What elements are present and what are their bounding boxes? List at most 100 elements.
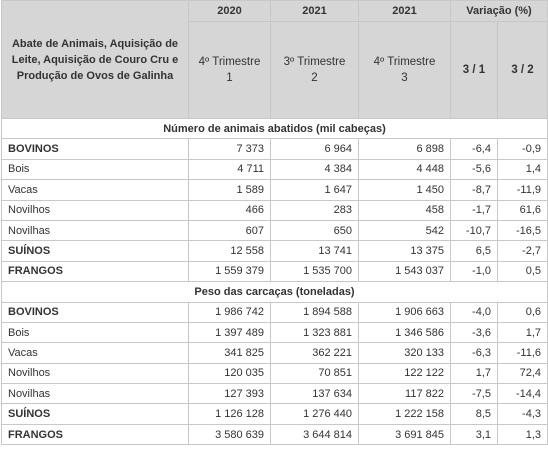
period-line: 3 — [401, 72, 408, 84]
data-row: BOVINOS 7 373 6 964 6 898 -6,4 -0,9 — [1, 138, 548, 160]
cell-value: -3,6 — [450, 321, 498, 344]
cell-value: 0,6 — [496, 301, 548, 323]
cell-value: 1 346 586 — [358, 321, 451, 344]
cell-value: 341 825 — [188, 342, 271, 364]
row-label: Novilhas — [1, 219, 189, 242]
cell-value: 4 711 — [188, 158, 271, 181]
data-row: Novilhos 120 035 70 851 122 122 1,7 72,4 — [1, 362, 548, 385]
cell-value: 607 — [188, 219, 271, 242]
cell-value: 70 851 — [270, 362, 359, 385]
cell-value: 1 906 663 — [358, 301, 451, 323]
section-title: Peso das carcaças (toneladas) — [0, 281, 548, 303]
row-label: Vacas — [1, 342, 189, 364]
cell-value: 1 535 700 — [270, 260, 359, 283]
year: 2021 — [270, 0, 359, 22]
cell-value: 4 384 — [270, 158, 359, 181]
cell-value: 3 580 639 — [188, 423, 271, 446]
cell-value: 466 — [188, 199, 271, 221]
cell-value: 13 741 — [270, 240, 359, 262]
cell-value: -2,7 — [496, 240, 548, 262]
cell-value: 1 276 440 — [270, 403, 359, 425]
row-label: FRANGOS — [1, 423, 189, 446]
cell-value: 650 — [270, 219, 359, 242]
cell-value: 137 634 — [270, 383, 359, 405]
cell-value: 127 393 — [188, 383, 271, 405]
cell-value: -0,9 — [496, 138, 548, 160]
ratio: 3 / 1 — [450, 21, 498, 119]
period: 4º Trimestre 1 — [188, 21, 271, 119]
cell-value: 61,6 — [496, 199, 548, 221]
cell-value: 1,3 — [496, 423, 548, 446]
data-table: Abate de Animais, Aquisição de Leite, Aq… — [0, 0, 548, 446]
cell-value: 1 126 128 — [188, 403, 271, 425]
section-row: Peso das carcaças (toneladas) — [0, 281, 548, 303]
data-row: Bois 4 711 4 384 4 448 -5,6 1,4 — [1, 158, 548, 181]
year: 2020 — [188, 0, 271, 22]
cell-value: 1 986 742 — [188, 301, 271, 323]
cell-value: 117 822 — [358, 383, 451, 405]
cell-value: 1,7 — [496, 321, 548, 344]
period-line: 4º Trimestre — [198, 56, 261, 68]
cell-value: 1 559 379 — [188, 260, 271, 283]
cell-value: -4,0 — [450, 301, 498, 323]
cell-value: 4 448 — [358, 158, 451, 181]
row-label: Bois — [1, 158, 189, 181]
cell-value: 13 375 — [358, 240, 451, 262]
cell-value: 120 035 — [188, 362, 271, 385]
ratio: 3 / 2 — [496, 21, 548, 119]
cell-value: 1,7 — [450, 362, 498, 385]
row-label: Bois — [1, 321, 189, 344]
cell-value: 362 221 — [270, 342, 359, 364]
cell-value: 3,1 — [450, 423, 498, 446]
cell-value: -4,3 — [496, 403, 548, 425]
section-title: Número de animais abatidos (mil cabeças) — [0, 117, 548, 140]
cell-value: -16,5 — [496, 219, 548, 242]
cell-value: 72,4 — [496, 362, 548, 385]
cell-value: -1,7 — [450, 199, 498, 221]
cell-value: -8,7 — [450, 179, 498, 201]
data-row: Novilhas 127 393 137 634 117 822 -7,5 -14,4 — [1, 383, 548, 405]
data-row: Novilhos 466 283 458 -1,7 61,6 — [1, 199, 548, 221]
row-label: Novilhas — [1, 383, 189, 405]
data-row: Novilhas 607 650 542 -10,7 -16,5 — [1, 219, 548, 242]
cell-value: 3 644 814 — [270, 423, 359, 446]
cell-value: 7 373 — [188, 138, 271, 160]
cell-value: 6 964 — [270, 138, 359, 160]
data-row: Vacas 341 825 362 221 320 133 -6,3 -11,6 — [1, 342, 548, 364]
year: 2021 — [358, 0, 451, 22]
cell-value: 3 691 845 — [358, 423, 451, 446]
data-row: SUÍNOS 1 126 128 1 276 440 1 222 158 8,5 -4,3 — [1, 403, 548, 425]
row-label: FRANGOS — [1, 260, 189, 283]
cell-value: 12 558 — [188, 240, 271, 262]
cell-value: 1 589 — [188, 179, 271, 201]
cell-value: -11,9 — [496, 179, 548, 201]
cell-value: -5,6 — [450, 158, 498, 181]
header-row: 4º Trimestre 1 3º Trimestre 2 4º Trimestre 3 3… — [2, 21, 548, 119]
cell-value: 122 122 — [358, 362, 451, 385]
period: 4º Trimestre 3 — [358, 21, 451, 119]
cell-value: 0,5 — [496, 260, 548, 283]
data-row: SUÍNOS 12 558 13 741 13 375 6,5 -2,7 — [1, 240, 548, 262]
data-row: FRANGOS 3 580 639 3 644 814 3 691 845 3,1 1,3 — [1, 423, 548, 446]
cell-value: 1 323 881 — [270, 321, 359, 344]
period-line: 4º Trimestre — [373, 56, 436, 68]
cell-value: 1 397 489 — [188, 321, 271, 344]
row-label: Novilhos — [1, 199, 189, 221]
cell-value: 8,5 — [450, 403, 498, 425]
data-row: BOVINOS 1 986 742 1 894 588 1 906 663 -4,0 0,… — [1, 301, 548, 323]
cell-value: 6 898 — [358, 138, 451, 160]
cell-value: 1 894 588 — [270, 301, 359, 323]
cell-value: -6,3 — [450, 342, 498, 364]
cell-value: -7,5 — [450, 383, 498, 405]
cell-value: 1 647 — [270, 179, 359, 201]
data-row: Bois 1 397 489 1 323 881 1 346 586 -3,6 1,7 — [1, 321, 548, 344]
row-label: SUÍNOS — [1, 240, 189, 262]
cell-value: 1 222 158 — [358, 403, 451, 425]
cell-value: -11,6 — [496, 342, 548, 364]
row-label: BOVINOS — [1, 301, 189, 323]
section-row: Número de animais abatidos (mil cabeças) — [0, 117, 548, 140]
cell-value: 458 — [358, 199, 451, 221]
table-header: Abate de Animais, Aquisição de Leite, Aq… — [1, 0, 548, 119]
cell-value: 1 543 037 — [358, 260, 451, 283]
period-line: 1 — [226, 72, 233, 84]
